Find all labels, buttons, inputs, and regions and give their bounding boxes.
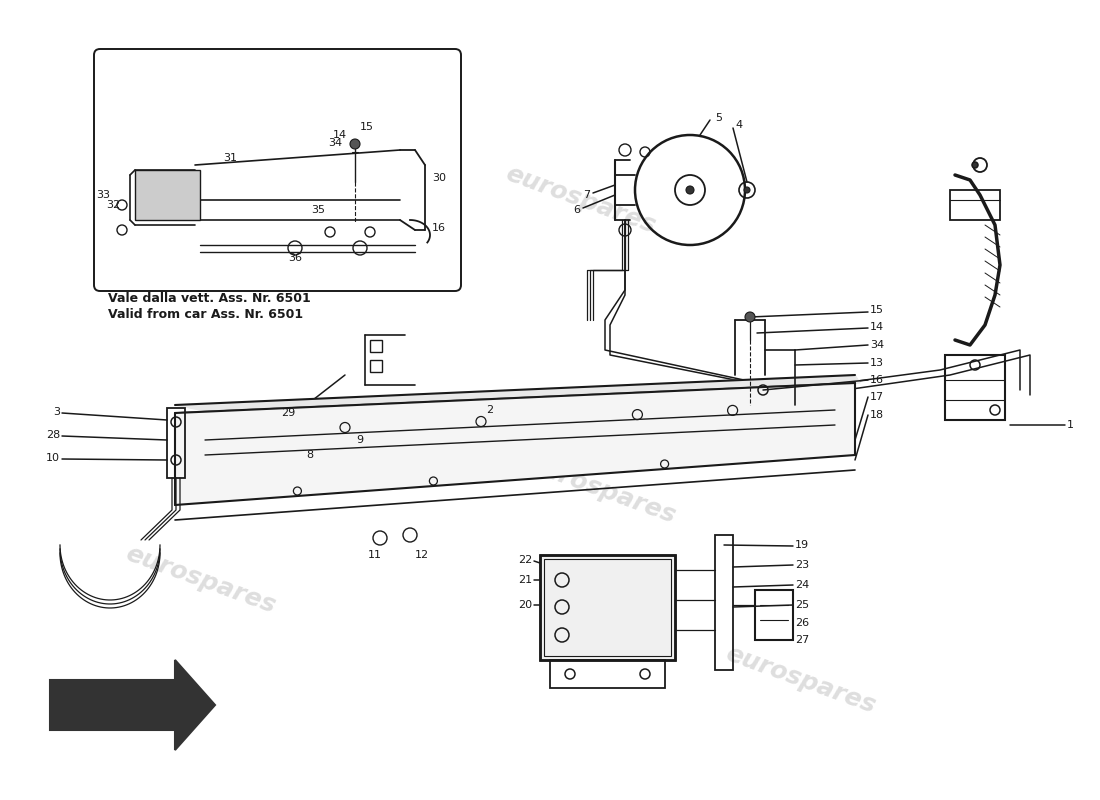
Text: 5: 5: [715, 113, 722, 123]
Text: 20: 20: [518, 600, 532, 610]
Bar: [945, 355, 1005, 420]
Text: eurospares: eurospares: [122, 162, 278, 238]
Text: eurospares: eurospares: [502, 162, 659, 238]
Polygon shape: [50, 660, 215, 750]
Bar: [540, 555, 675, 660]
Bar: [544, 559, 671, 656]
Circle shape: [972, 162, 978, 168]
Bar: [370, 360, 382, 372]
Text: 15: 15: [360, 122, 374, 132]
Text: 6: 6: [573, 205, 580, 215]
Text: 16: 16: [432, 223, 446, 233]
Circle shape: [744, 187, 750, 193]
Text: 12: 12: [415, 550, 429, 560]
Bar: [755, 590, 793, 640]
Text: 23: 23: [795, 560, 810, 570]
Text: 17: 17: [870, 392, 884, 402]
Text: 28: 28: [46, 430, 60, 440]
Text: eurospares: eurospares: [722, 642, 879, 718]
Text: 15: 15: [870, 305, 884, 315]
Polygon shape: [175, 375, 860, 413]
Text: 7: 7: [583, 190, 590, 200]
Polygon shape: [175, 383, 855, 505]
Circle shape: [350, 139, 360, 149]
Text: 33: 33: [96, 190, 110, 200]
Text: 36: 36: [288, 253, 302, 263]
Text: 24: 24: [795, 580, 810, 590]
Text: 25: 25: [795, 600, 810, 610]
Bar: [550, 660, 666, 688]
Bar: [715, 535, 733, 670]
Bar: [950, 190, 1000, 220]
Text: 34: 34: [870, 340, 884, 350]
Text: 19: 19: [795, 540, 810, 550]
Text: 34: 34: [328, 138, 342, 148]
Text: 29: 29: [280, 408, 295, 418]
Text: 1: 1: [1067, 420, 1074, 430]
Text: 10: 10: [46, 453, 60, 463]
Text: 30: 30: [432, 173, 446, 183]
Bar: [540, 555, 675, 660]
Text: 14: 14: [333, 130, 348, 140]
Text: 22: 22: [518, 555, 532, 565]
Text: 31: 31: [223, 153, 236, 163]
Text: 27: 27: [795, 635, 810, 645]
Text: 3: 3: [53, 407, 60, 417]
Text: eurospares: eurospares: [521, 452, 679, 528]
Text: Vale dalla vett. Ass. Nr. 6501: Vale dalla vett. Ass. Nr. 6501: [108, 291, 310, 305]
Text: 32: 32: [106, 200, 120, 210]
Text: 9: 9: [356, 435, 364, 445]
Text: 8: 8: [307, 450, 314, 460]
Text: 13: 13: [870, 358, 884, 368]
Text: 11: 11: [368, 550, 382, 560]
Text: 35: 35: [311, 205, 324, 215]
Text: 4: 4: [735, 120, 743, 130]
Bar: [370, 340, 382, 352]
Bar: [167, 408, 185, 478]
Text: 16: 16: [870, 375, 884, 385]
Text: eurospares: eurospares: [122, 542, 278, 618]
Text: Valid from car Ass. Nr. 6501: Valid from car Ass. Nr. 6501: [108, 307, 304, 321]
Bar: [135, 170, 200, 220]
Circle shape: [745, 312, 755, 322]
Text: 21: 21: [518, 575, 532, 585]
Text: 2: 2: [486, 405, 494, 415]
Circle shape: [686, 186, 694, 194]
Text: 14: 14: [870, 322, 884, 332]
Text: 18: 18: [870, 410, 884, 420]
Text: 26: 26: [795, 618, 810, 628]
FancyBboxPatch shape: [94, 49, 461, 291]
